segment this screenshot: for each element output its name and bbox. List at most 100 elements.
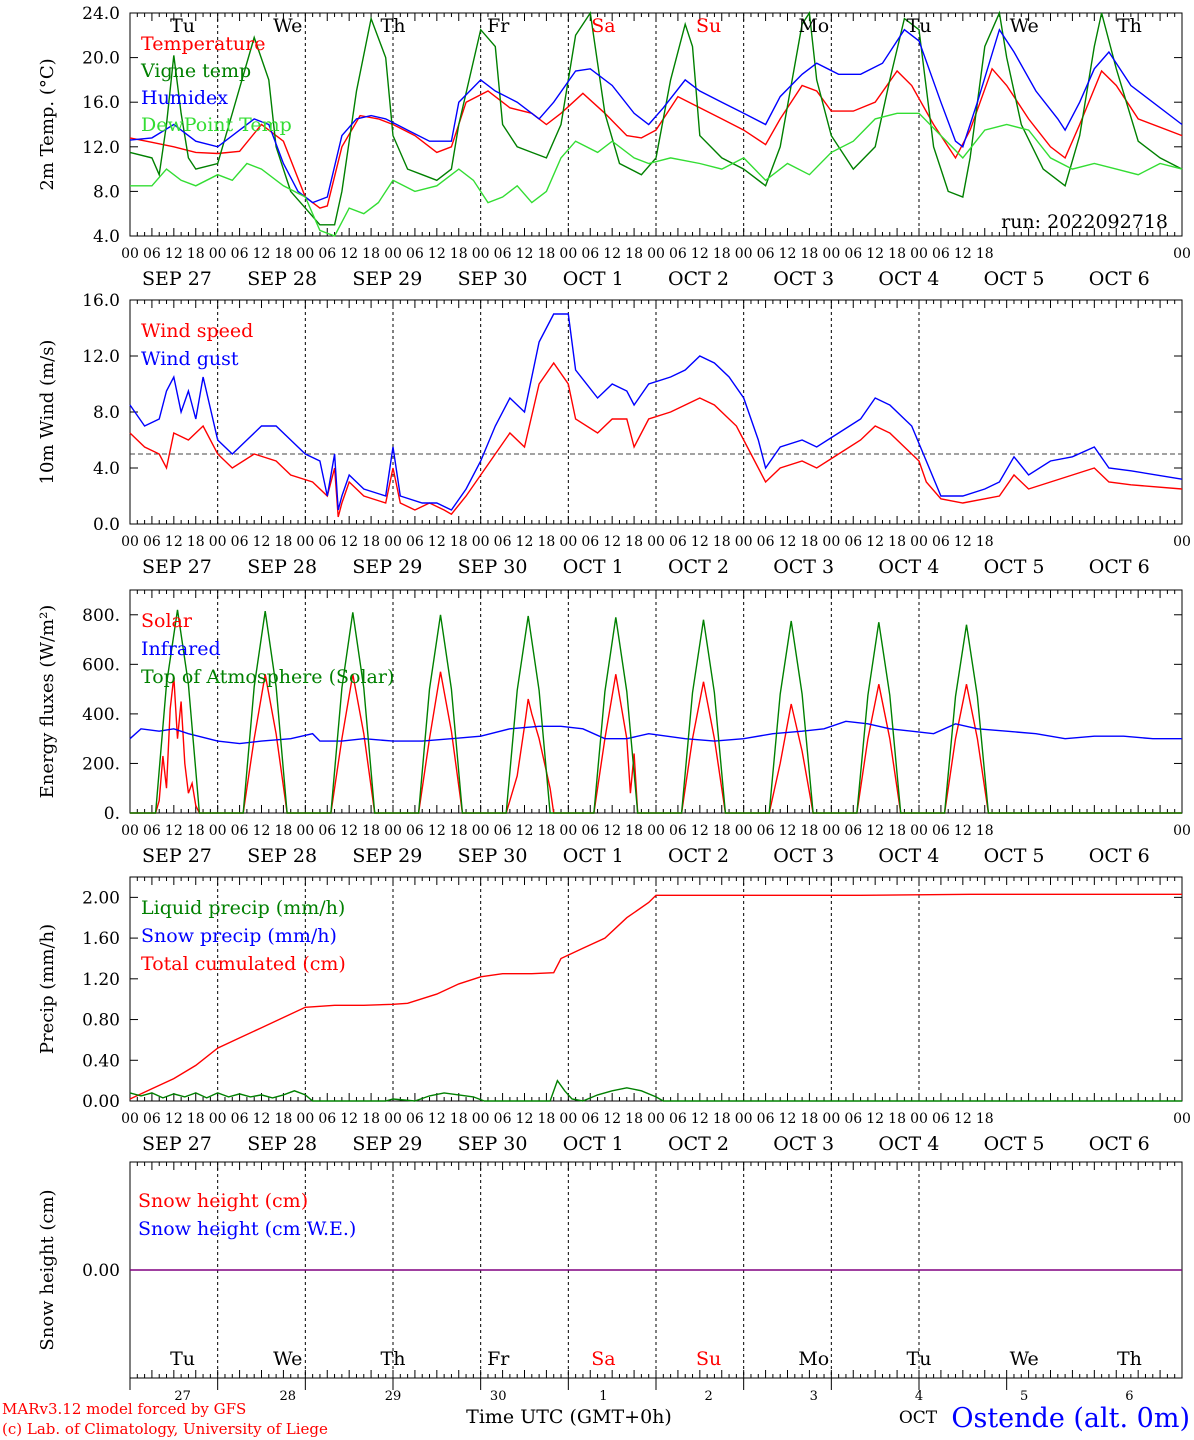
- date-label: SEP 30: [458, 268, 528, 290]
- day-label: Su: [696, 15, 721, 37]
- hour-tick-label: 12: [253, 1111, 271, 1127]
- y-tick-label: 800.: [82, 606, 120, 626]
- y-axis-label: 10m Wind (m/s): [37, 340, 58, 485]
- hour-tick-label: 00: [121, 823, 139, 839]
- y-axis-label: Energy fluxes (W/m²): [37, 605, 58, 799]
- day-number-label: 1: [599, 1389, 607, 1404]
- day-number-label: 29: [385, 1389, 402, 1404]
- hour-tick-label: 18: [275, 246, 293, 262]
- hour-tick-label: 06: [318, 823, 336, 839]
- hour-tick-label: 12: [340, 1111, 358, 1127]
- y-tick-label: 400.: [82, 705, 120, 725]
- hour-tick-label: 06: [143, 823, 161, 839]
- hour-tick-label: 18: [625, 1111, 643, 1127]
- legend-entry: DewPoint Temp: [141, 114, 292, 136]
- hour-tick-label: 00: [1173, 1111, 1191, 1127]
- date-label: OCT 2: [668, 268, 729, 290]
- hour-tick-label: 12: [165, 823, 183, 839]
- day-number-label: 30: [490, 1389, 507, 1404]
- day-label: Tu: [907, 15, 932, 37]
- y-tick-label: 0.80: [82, 1011, 120, 1031]
- hour-tick-label: 06: [318, 1111, 336, 1127]
- hour-tick-label: 18: [801, 823, 819, 839]
- hour-tick-label: 00: [1173, 246, 1191, 262]
- hour-tick-label: 00: [209, 246, 227, 262]
- hour-tick-label: 18: [888, 246, 906, 262]
- date-label: SEP 27: [142, 268, 212, 290]
- y-tick-label: 600.: [82, 655, 120, 675]
- hour-tick-label: 00: [472, 246, 490, 262]
- hour-tick-label: 18: [187, 823, 205, 839]
- hour-tick-label: 12: [516, 534, 534, 550]
- hour-tick-label: 12: [603, 1111, 621, 1127]
- legend-entry: Infrared: [141, 638, 221, 660]
- date-label: OCT 5: [984, 268, 1045, 290]
- date-label: OCT 6: [1089, 556, 1150, 578]
- legend-entry: Snow height (cm W.E.): [138, 1218, 356, 1240]
- day-label: Fr: [487, 15, 510, 37]
- hour-tick-label: 18: [538, 534, 556, 550]
- hour-tick-label: 12: [691, 823, 709, 839]
- hour-tick-label: 00: [1173, 823, 1191, 839]
- station-label: Ostende (alt. 0m): [951, 1403, 1190, 1434]
- hour-tick-label: 12: [516, 246, 534, 262]
- hour-tick-label: 12: [428, 246, 446, 262]
- hour-tick-label: 06: [669, 534, 687, 550]
- date-label: SEP 27: [142, 1133, 212, 1155]
- legend-entry: Total cumulated (cm): [141, 953, 346, 975]
- hour-tick-label: 00: [735, 246, 753, 262]
- y-tick-label: 0.00: [82, 1261, 120, 1281]
- hour-tick-label: 06: [669, 246, 687, 262]
- date-label: OCT 2: [668, 845, 729, 867]
- hour-tick-label: 06: [757, 534, 775, 550]
- hour-tick-label: 06: [231, 246, 249, 262]
- day-label: Mo: [798, 15, 829, 37]
- hour-tick-label: 12: [253, 534, 271, 550]
- date-label: SEP 29: [352, 556, 422, 578]
- day-label: Th: [381, 1348, 406, 1370]
- hour-tick-label: 00: [384, 1111, 402, 1127]
- copyright-credit: (c) Lab. of Climatology, University of L…: [2, 1420, 328, 1438]
- legend-entry: Top of Atmosphere (Solar): [141, 666, 394, 688]
- series-line-infrared: [129, 720, 1182, 745]
- plot-frame: [129, 589, 1183, 814]
- date-label: OCT 6: [1089, 1133, 1150, 1155]
- date-label: SEP 28: [247, 268, 317, 290]
- day-label: Tu: [907, 1348, 932, 1370]
- day-label: We: [273, 1348, 302, 1370]
- hour-tick-label: 12: [603, 246, 621, 262]
- hour-tick-label: 18: [362, 1111, 380, 1127]
- panel-5: 0.00 Snow height (cm) Snow height (cm) Snow…: [37, 1161, 1183, 1379]
- date-label: SEP 28: [247, 556, 317, 578]
- hour-tick-label: 18: [450, 823, 468, 839]
- hour-tick-label: 06: [581, 1111, 599, 1127]
- hour-tick-label: 12: [253, 246, 271, 262]
- date-label: OCT 2: [668, 1133, 729, 1155]
- hour-tick-label: 18: [888, 1111, 906, 1127]
- hour-tick-label: 06: [231, 534, 249, 550]
- legend-entry: Wind gust: [141, 348, 239, 370]
- hour-tick-label: 18: [538, 823, 556, 839]
- legend-entry: Humidex: [141, 87, 228, 109]
- hour-tick-label: 12: [779, 246, 797, 262]
- hour-tick-label: 00: [735, 823, 753, 839]
- y-tick-label: 4.0: [93, 227, 120, 247]
- hour-tick-label: 06: [318, 246, 336, 262]
- date-label: OCT 4: [878, 1133, 939, 1155]
- y-axis-label: 2m Temp. (°C): [37, 58, 58, 190]
- legend-entry: Solar: [141, 610, 193, 632]
- date-label: OCT 3: [773, 1133, 834, 1155]
- y-tick-label: 20.0: [82, 49, 120, 69]
- hour-tick-label: 12: [691, 1111, 709, 1127]
- hour-tick-label: 18: [976, 823, 994, 839]
- date-label: OCT 6: [1089, 268, 1150, 290]
- hour-tick-label: 18: [362, 823, 380, 839]
- day-label: Sa: [591, 1348, 615, 1370]
- hour-tick-label: 00: [559, 1111, 577, 1127]
- hour-tick-label: 12: [516, 1111, 534, 1127]
- hour-tick-label: 06: [143, 534, 161, 550]
- hour-tick-label: 12: [428, 534, 446, 550]
- hour-tick-label: 00: [822, 823, 840, 839]
- hour-tick-label: 06: [494, 823, 512, 839]
- hour-tick-label: 06: [406, 823, 424, 839]
